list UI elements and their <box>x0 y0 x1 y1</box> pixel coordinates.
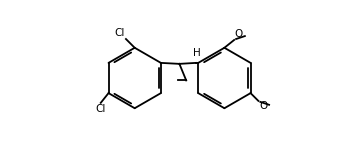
Text: Cl: Cl <box>115 28 125 38</box>
Text: O: O <box>235 29 243 39</box>
Text: O: O <box>259 102 267 112</box>
Text: H: H <box>193 48 200 58</box>
Text: Cl: Cl <box>95 104 106 114</box>
